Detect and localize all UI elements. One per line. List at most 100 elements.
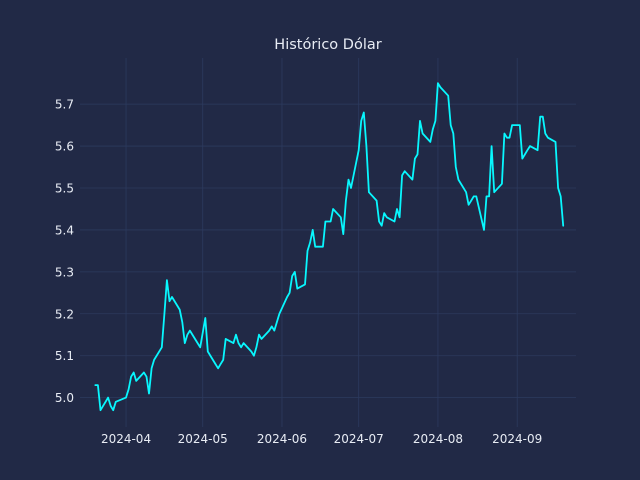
data-point: [107, 397, 109, 399]
data-point: [161, 346, 163, 348]
data-point: [539, 116, 541, 118]
data-point: [401, 174, 403, 176]
data-point: [429, 141, 431, 143]
data-point: [314, 246, 316, 248]
data-point: [133, 371, 135, 374]
data-point: [135, 380, 137, 382]
data-point: [97, 384, 99, 386]
data-point: [437, 82, 439, 84]
y-tick-label: 5.3: [55, 265, 74, 279]
data-point: [253, 355, 255, 357]
data-point: [186, 334, 188, 336]
data-point: [199, 346, 201, 348]
data-point: [128, 388, 130, 390]
data-point: [148, 392, 150, 395]
data-point: [220, 363, 222, 365]
data-point: [488, 195, 490, 197]
data-point: [171, 296, 173, 298]
data-point: [473, 195, 475, 197]
data-point: [414, 158, 416, 160]
x-tick-label: 2024-05: [178, 432, 228, 446]
data-point: [411, 179, 413, 181]
data-point: [286, 296, 288, 298]
chart-title: Histórico Dólar: [274, 37, 381, 53]
data-point: [340, 216, 342, 218]
y-tick-label: 5.7: [55, 98, 74, 112]
data-point: [312, 229, 314, 231]
data-point: [450, 124, 452, 126]
data-point: [465, 191, 467, 193]
data-point: [271, 325, 273, 327]
data-point: [378, 220, 380, 223]
x-tick-label: 2024-07: [334, 432, 384, 446]
data-point: [439, 86, 442, 88]
data-point: [222, 359, 224, 361]
data-point: [521, 158, 523, 160]
data-point: [99, 409, 102, 411]
data-point: [304, 283, 306, 285]
data-point: [519, 124, 521, 126]
data-point: [511, 124, 513, 126]
data-point: [404, 170, 406, 172]
data-point: [455, 166, 457, 168]
data-point: [360, 120, 362, 122]
data-point: [399, 216, 401, 218]
data-point: [475, 195, 477, 197]
y-tick-label: 5.4: [55, 223, 74, 237]
data-point: [547, 137, 549, 139]
data-point: [345, 200, 347, 202]
data-point: [289, 292, 291, 294]
data-point: [296, 288, 298, 290]
series-layer: [94, 82, 565, 412]
data-point: [358, 149, 360, 151]
data-point: [447, 95, 449, 97]
data-point: [309, 241, 311, 244]
data-point: [485, 195, 488, 197]
data-point: [503, 132, 505, 135]
data-point: [562, 225, 564, 227]
data-point: [332, 208, 334, 210]
data-point: [197, 342, 199, 344]
data-point: [166, 279, 168, 281]
data-point: [278, 313, 280, 315]
data-point: [468, 204, 470, 206]
data-point: [232, 342, 234, 344]
data-point: [491, 145, 493, 147]
data-point: [243, 342, 245, 344]
data-point: [255, 346, 257, 348]
data-point: [324, 220, 326, 223]
data-point: [422, 132, 424, 135]
data-point: [508, 137, 511, 139]
grid: [80, 58, 576, 427]
data-point: [153, 359, 155, 361]
data-point: [419, 120, 421, 122]
data-point: [554, 141, 557, 143]
data-point: [457, 179, 459, 181]
data-point: [327, 220, 329, 223]
data-point: [330, 220, 332, 223]
data-point: [306, 250, 309, 252]
data-point: [184, 342, 186, 344]
data-point: [294, 271, 296, 273]
data-point: [396, 208, 398, 210]
data-point: [235, 334, 237, 336]
data-point: [240, 346, 242, 348]
data-point: [225, 338, 227, 340]
y-axis-ticks: 5.0 5.1 5.2 5.3 5.4 5.5 5.6 5.7: [55, 98, 74, 406]
y-tick-label: 5.5: [55, 181, 74, 195]
data-point: [542, 116, 544, 118]
data-point: [189, 330, 191, 332]
data-point: [250, 350, 252, 353]
data-point: [217, 367, 219, 369]
data-point: [94, 384, 96, 386]
data-point: [381, 225, 383, 227]
data-point: [529, 145, 531, 147]
data-point: [350, 187, 352, 189]
data-point: [501, 183, 503, 185]
y-tick-label: 5.6: [55, 140, 74, 154]
x-tick-label: 2024-09: [492, 432, 542, 446]
data-point: [365, 145, 367, 147]
data-point: [368, 191, 370, 193]
data-point: [110, 405, 112, 407]
